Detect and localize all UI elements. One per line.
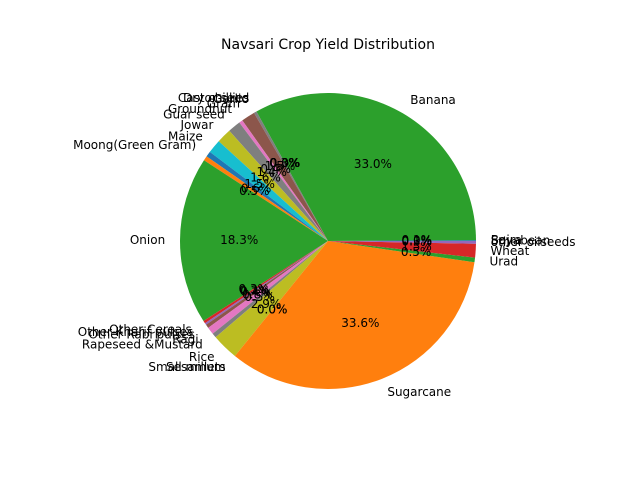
pie-slice-jowar [218,130,328,241]
pie-slice-sugarcane [234,241,475,389]
slice-label-other-kharif-pulses: Other Kharif pulses [78,325,193,339]
slice-percent-rice: 2.9% [251,297,282,311]
slice-percent-sugarcane: 33.6% [341,316,379,330]
pie-slice-other-oilseeds [328,241,476,244]
slice-label-maize: Maize [168,130,203,144]
pie-slice-other-rabi-pulses [206,241,328,328]
pie-slice-maize [209,141,328,241]
slice-label-other-rabi-pulses: Other Rabi pulses [88,327,195,341]
pie-slice-other-cereals [203,241,328,324]
slice-percent-maize: 1.5% [244,177,275,191]
slice-percent-moong-green-gram: 0.6% [241,181,272,195]
pie-slice-groundnut [239,120,328,241]
slice-label-urad: Urad [489,254,518,268]
slice-label-garlic: Garlic [213,92,248,106]
slice-label-castor-seed: Castor seed [178,91,249,105]
slice-percent-wheat: 1.5% [401,239,432,253]
slice-percent-dry-chillies: 0.0% [270,156,301,170]
slice-label-sugarcane: Sugarcane [387,385,451,399]
slice-percent-small-millets: 0.0% [257,303,288,317]
slice-label-rapeseed-mustard: Rapeseed &Mustard [82,337,203,351]
slice-percent-other-rabi-pulses: 0.4% [240,285,271,299]
pie-slice-other-kharif-pulses [204,241,328,325]
slice-percent-jowar: 1.6% [250,170,281,184]
slice-label-sesamum: Sesamum [166,360,226,374]
pie-slice-rice [215,241,328,357]
slice-percent-garlic: 0.3% [269,156,300,170]
slice-label-jowar: Jowar [179,118,213,132]
slices-layer [180,92,476,389]
slice-percent-rapeseed-mustard: 0.5% [244,290,275,304]
slice-percent-groundnut: 0.4% [260,162,291,176]
slice-label-guar-seed: Guar seed [163,108,225,122]
pie-slice-banana [256,92,476,241]
pie-slice-bajra [328,240,476,241]
slice-label-banana: Banana [410,93,456,107]
pie-slice-garlic [254,111,328,241]
slice-label-other-oilseeds: other oilseeds [491,235,576,249]
chart-title: Navsari Crop Yield Distribution [221,37,435,53]
pie-slice-moong-green-gram [206,151,328,241]
slice-label-small-millets: Small millets [148,360,225,374]
pie-slice-ragi [208,241,328,334]
slice-percent-soyabean: 0.0% [402,234,433,248]
labels-layer: Bajra 0.1% Banana 33.0% Castor seed 0.0% Dry c… [73,91,575,399]
slice-percent-onion: 18.3% [220,233,258,247]
pie-slice-wheat [328,241,476,258]
slice-label-bajra: Bajra [491,233,522,247]
pie-slice-slice-11 [203,156,328,241]
pie-slice-rapeseed-mustard [212,241,328,338]
slice-percent-ragi: 0.8% [242,287,273,301]
slice-percent-bajra: 0.1% [402,233,433,247]
slice-label-groundnut: Groundnut [168,102,232,116]
pie-slice-onion [180,160,328,321]
slice-label-dry-chillies: Dry chillies [183,91,249,105]
slice-percent-banana: 33.0% [354,157,392,171]
slice-label-gram: Gram [207,96,240,110]
slice-label-soyabean: Soyabean [491,234,550,248]
slice-percent-gram: 1.5% [265,159,296,173]
slice-label-other-cereals: Other Cereals [109,323,192,337]
pie-slice-guar-seed [229,122,328,241]
slice-percent-other-oilseeds: 0.3% [402,234,433,248]
slice-percent-castor-seed: 0.0% [270,156,301,170]
slice-percent-urad: 0.5% [401,245,432,259]
pie-slice-urad [328,241,476,263]
pie-slice-gram [242,112,328,241]
slice-label-moong-green-gram: Moong(Green Gram) [73,138,196,152]
slice-label-wheat: Wheat [490,244,529,258]
slice-percent-other-kharif-pulses: 0.2% [239,283,270,297]
slice-label-ragi: Ragi [172,332,198,346]
slice-percent-guar-seed: 1.4% [256,165,287,179]
slice-percent-slice-11: 0.5% [239,184,270,198]
slice-label-rice: Rice [189,350,215,364]
slice-percent-other-cereals: 0.3% [238,282,269,296]
slice-label-onion: Onion [130,233,165,247]
slice-percent-sesamum: 0.0% [257,303,288,317]
